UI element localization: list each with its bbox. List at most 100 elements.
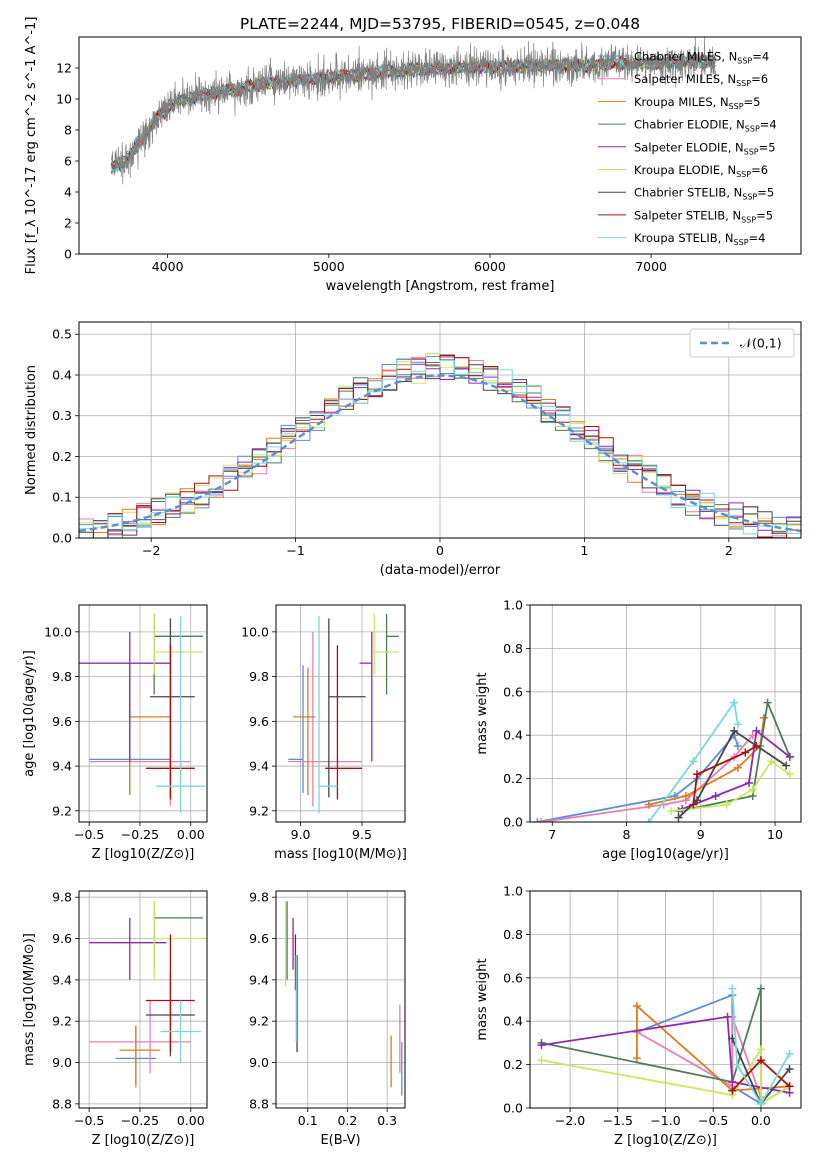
mass-weight-marker — [733, 720, 742, 729]
legend-box — [689, 328, 795, 358]
mass-weight-line — [648, 717, 765, 806]
x-tick-label: 2 — [725, 543, 733, 558]
y-tick-label: 0 — [64, 247, 72, 262]
y-tick-label: 9.4 — [52, 759, 72, 774]
x-tick-label: −1.0 — [650, 1113, 680, 1128]
mass-weight-marker — [782, 761, 791, 770]
y-tick-label: 0.0 — [52, 531, 72, 546]
y-tick-label: 9.0 — [52, 1055, 72, 1070]
residual-histogram-step — [79, 354, 801, 538]
y-tick-label: 4 — [64, 185, 72, 200]
mass-weight-marker — [763, 698, 772, 707]
x-axis-label: wavelength [Angstrom, rest frame] — [326, 279, 555, 294]
axes-mass-vs-ebv: 0.1 0.2 0.3 8.8 9.0 9.2 9.4 9.6 9.8 E(B-V) — [249, 890, 406, 1148]
legend-subscript: SSP — [744, 147, 759, 156]
legend-entry: Chabrier MILES, NSSP=4 — [634, 50, 769, 66]
axes-mass-weight-vs-Z: −2.0 −1.5 −1.0 −0.5 0.0 0.0 0.2 0.4 0.6 0.8 1.0 Z [… — [475, 884, 802, 1148]
mass-weight-marker — [730, 726, 739, 735]
mass-weight-marker — [748, 785, 757, 794]
y-tick-label: 9.4 — [52, 972, 72, 987]
x-tick-label: −1.5 — [603, 1113, 633, 1128]
plot-area-mass-vs-ebv — [284, 901, 403, 1096]
mass-weight-marker — [785, 1049, 794, 1058]
legend-count: =5 — [756, 208, 773, 222]
y-tick-label: 12 — [56, 61, 72, 76]
y-tick-label: 0.2 — [503, 1057, 523, 1072]
mass-weight-marker — [745, 778, 754, 787]
mass-weight-marker — [537, 1041, 546, 1050]
mass-weight-marker — [644, 800, 653, 809]
mass-weight-line — [692, 745, 757, 805]
y-tick-label: 9.8 — [52, 669, 72, 684]
x-tick-label: −0.5 — [698, 1113, 728, 1128]
x-tick-label: −0.25 — [121, 1113, 159, 1128]
mass-weight-marker — [756, 984, 765, 993]
x-tick-label: 10 — [767, 827, 783, 842]
x-tick-label: 1 — [580, 543, 588, 558]
y-tick-label: 1.0 — [503, 598, 523, 613]
legend-count: =6 — [751, 163, 768, 177]
legend-count: =4 — [752, 50, 769, 64]
y-tick-label: 9.6 — [249, 714, 269, 729]
x-tick-label: −2.0 — [555, 1113, 585, 1128]
x-tick-label: −0.5 — [74, 1113, 104, 1128]
x-axis-label: Z [log10(Z/Z⊙)] — [614, 1133, 717, 1148]
mass-weight-marker — [756, 1056, 765, 1065]
y-tick-label: 8.8 — [52, 1096, 72, 1111]
mass-weight-marker — [730, 698, 739, 707]
mass-weight-marker — [722, 800, 731, 809]
axes-frame — [275, 890, 406, 1109]
y-tick-label: 0.5 — [52, 327, 72, 342]
mass-weight-marker — [752, 742, 761, 751]
mass-weight-marker — [756, 1099, 765, 1108]
mass-weight-marker — [767, 757, 776, 766]
y-tick-label: 10.0 — [44, 624, 72, 639]
legend-count: =4 — [749, 231, 766, 245]
plot-area-age-vs-Z — [79, 613, 205, 814]
legend-entry: Kroupa MILES, NSSP=5 — [634, 95, 760, 111]
y-tick-label: 9.2 — [249, 1014, 269, 1029]
legend-count: =5 — [759, 140, 776, 154]
axes-frame — [78, 36, 802, 255]
mass-weight-marker — [752, 726, 761, 735]
y-tick-label: 9.6 — [249, 931, 269, 946]
normal-reference-curve — [79, 374, 801, 533]
y-tick-label: 0.8 — [503, 927, 523, 942]
y-tick-label: 9.8 — [52, 890, 72, 905]
mass-weight-line — [678, 699, 791, 812]
axes-age-vs-mass: 9.0 9.5 9.2 9.4 9.6 9.8 10.0 mass [log10(M/M⊙)] — [241, 604, 407, 862]
legend-entry: Salpeter STELIB, NSSP=5 — [634, 208, 773, 224]
mass-weight-marker — [733, 1060, 742, 1069]
plot-area-spectrum — [110, 37, 716, 185]
y-axis-label: mass [log10(M/M⊙)] — [22, 933, 37, 1066]
mass-weight-marker — [756, 1045, 765, 1054]
y-axis-label: mass weight — [475, 958, 490, 1040]
x-tick-label: 4000 — [152, 259, 184, 274]
legend-subscript: SSP — [737, 57, 752, 66]
y-axis-label: Normed distribution — [24, 365, 39, 495]
y-tick-label: 10.0 — [241, 624, 269, 639]
y-tick-label: 8 — [64, 123, 72, 138]
x-tick-label: −1 — [286, 543, 304, 558]
legend-entry: Salpeter ELODIE, NSSP=5 — [634, 140, 776, 156]
y-axis-label: Flux [f_λ 10^-17 erg cm^-2 s^-1 A^-1] — [24, 17, 39, 275]
y-tick-label: 0.4 — [503, 728, 523, 743]
legend-subscript: SSP — [736, 79, 751, 88]
axes-frame — [78, 890, 208, 1109]
x-tick-label: 7 — [548, 827, 556, 842]
y-tick-label: 0.6 — [503, 970, 523, 985]
mass-weight-marker — [785, 1064, 794, 1073]
mass-weight-marker — [785, 1082, 794, 1091]
mass-weight-marker — [537, 818, 546, 822]
axes-residuals: −2 −1 0 1 2 0.0 0.1 0.2 0.3 0.4 0.5 (data-model)/er… — [24, 321, 802, 578]
y-tick-label: 8.8 — [249, 1096, 269, 1111]
legend-subscript: SSP — [741, 215, 756, 224]
mass-weight-marker — [533, 818, 542, 822]
legend-count: =5 — [757, 186, 774, 200]
plot-area-age-vs-mass — [288, 613, 399, 814]
axes-frame — [275, 604, 406, 823]
y-tick-label: 0.1 — [52, 490, 72, 505]
x-tick-label: −0.5 — [74, 827, 104, 842]
axes-spectrum: 4000 5000 6000 7000 0 2 4 6 8 10 12 wavelength [Ang… — [24, 17, 802, 294]
